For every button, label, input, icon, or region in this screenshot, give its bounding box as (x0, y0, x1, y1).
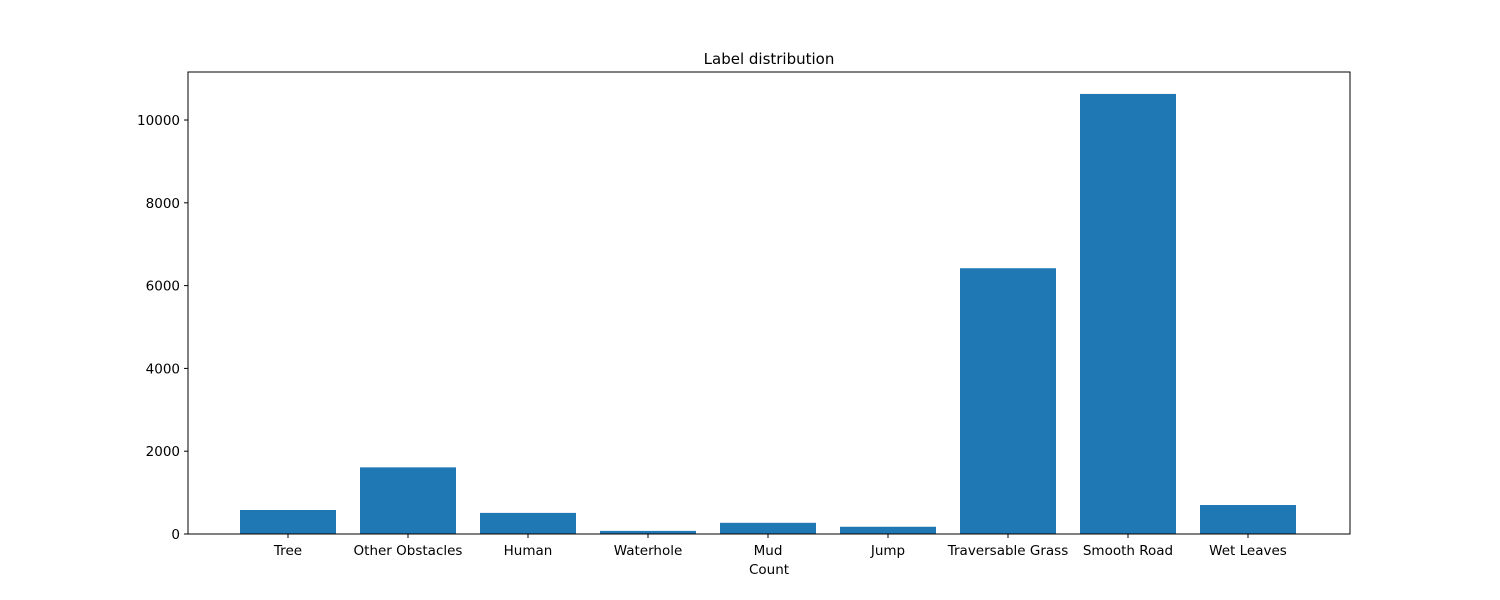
y-tick-label: 6000 (146, 279, 180, 295)
bar-wet-leaves (1200, 505, 1296, 534)
bar-mud (720, 522, 816, 534)
x-tick-label: Mud (754, 543, 783, 559)
bar-tree (240, 509, 336, 534)
y-tick-label: 2000 (146, 444, 180, 460)
y-tick-label: 10000 (137, 113, 180, 129)
x-tick-label: Wet Leaves (1209, 543, 1287, 559)
plot-frame (187, 71, 1351, 535)
y-tick-label: 0 (171, 527, 180, 543)
y-tick-label: 4000 (146, 361, 180, 377)
bar-jump (840, 526, 936, 534)
bar-human (480, 512, 576, 534)
bar-traversable-grass (960, 268, 1056, 534)
x-tick-group: Tree Other Obstacles Human Waterhole Mud Jump… (273, 534, 1287, 559)
x-tick-label: Traversable Grass (947, 543, 1069, 559)
x-tick-label: Human (504, 543, 553, 559)
x-tick-label: Jump (870, 543, 905, 559)
x-tick-label: Smooth Road (1083, 543, 1173, 559)
x-tick-label: Other Obstacles (354, 543, 463, 559)
bar-smooth-road (1080, 93, 1176, 534)
y-tick-label: 8000 (146, 196, 180, 212)
x-tick-label: Waterhole (614, 543, 683, 559)
bars-group (240, 93, 1296, 534)
x-tick-label: Tree (273, 543, 302, 559)
chart-title: Label distribution (704, 50, 835, 68)
y-tick-group: 0 2000 4000 6000 8000 10000 (137, 113, 188, 543)
bar-waterhole (600, 530, 696, 534)
bar-other-obstacles (360, 467, 456, 534)
x-axis-label: Count (749, 562, 789, 578)
